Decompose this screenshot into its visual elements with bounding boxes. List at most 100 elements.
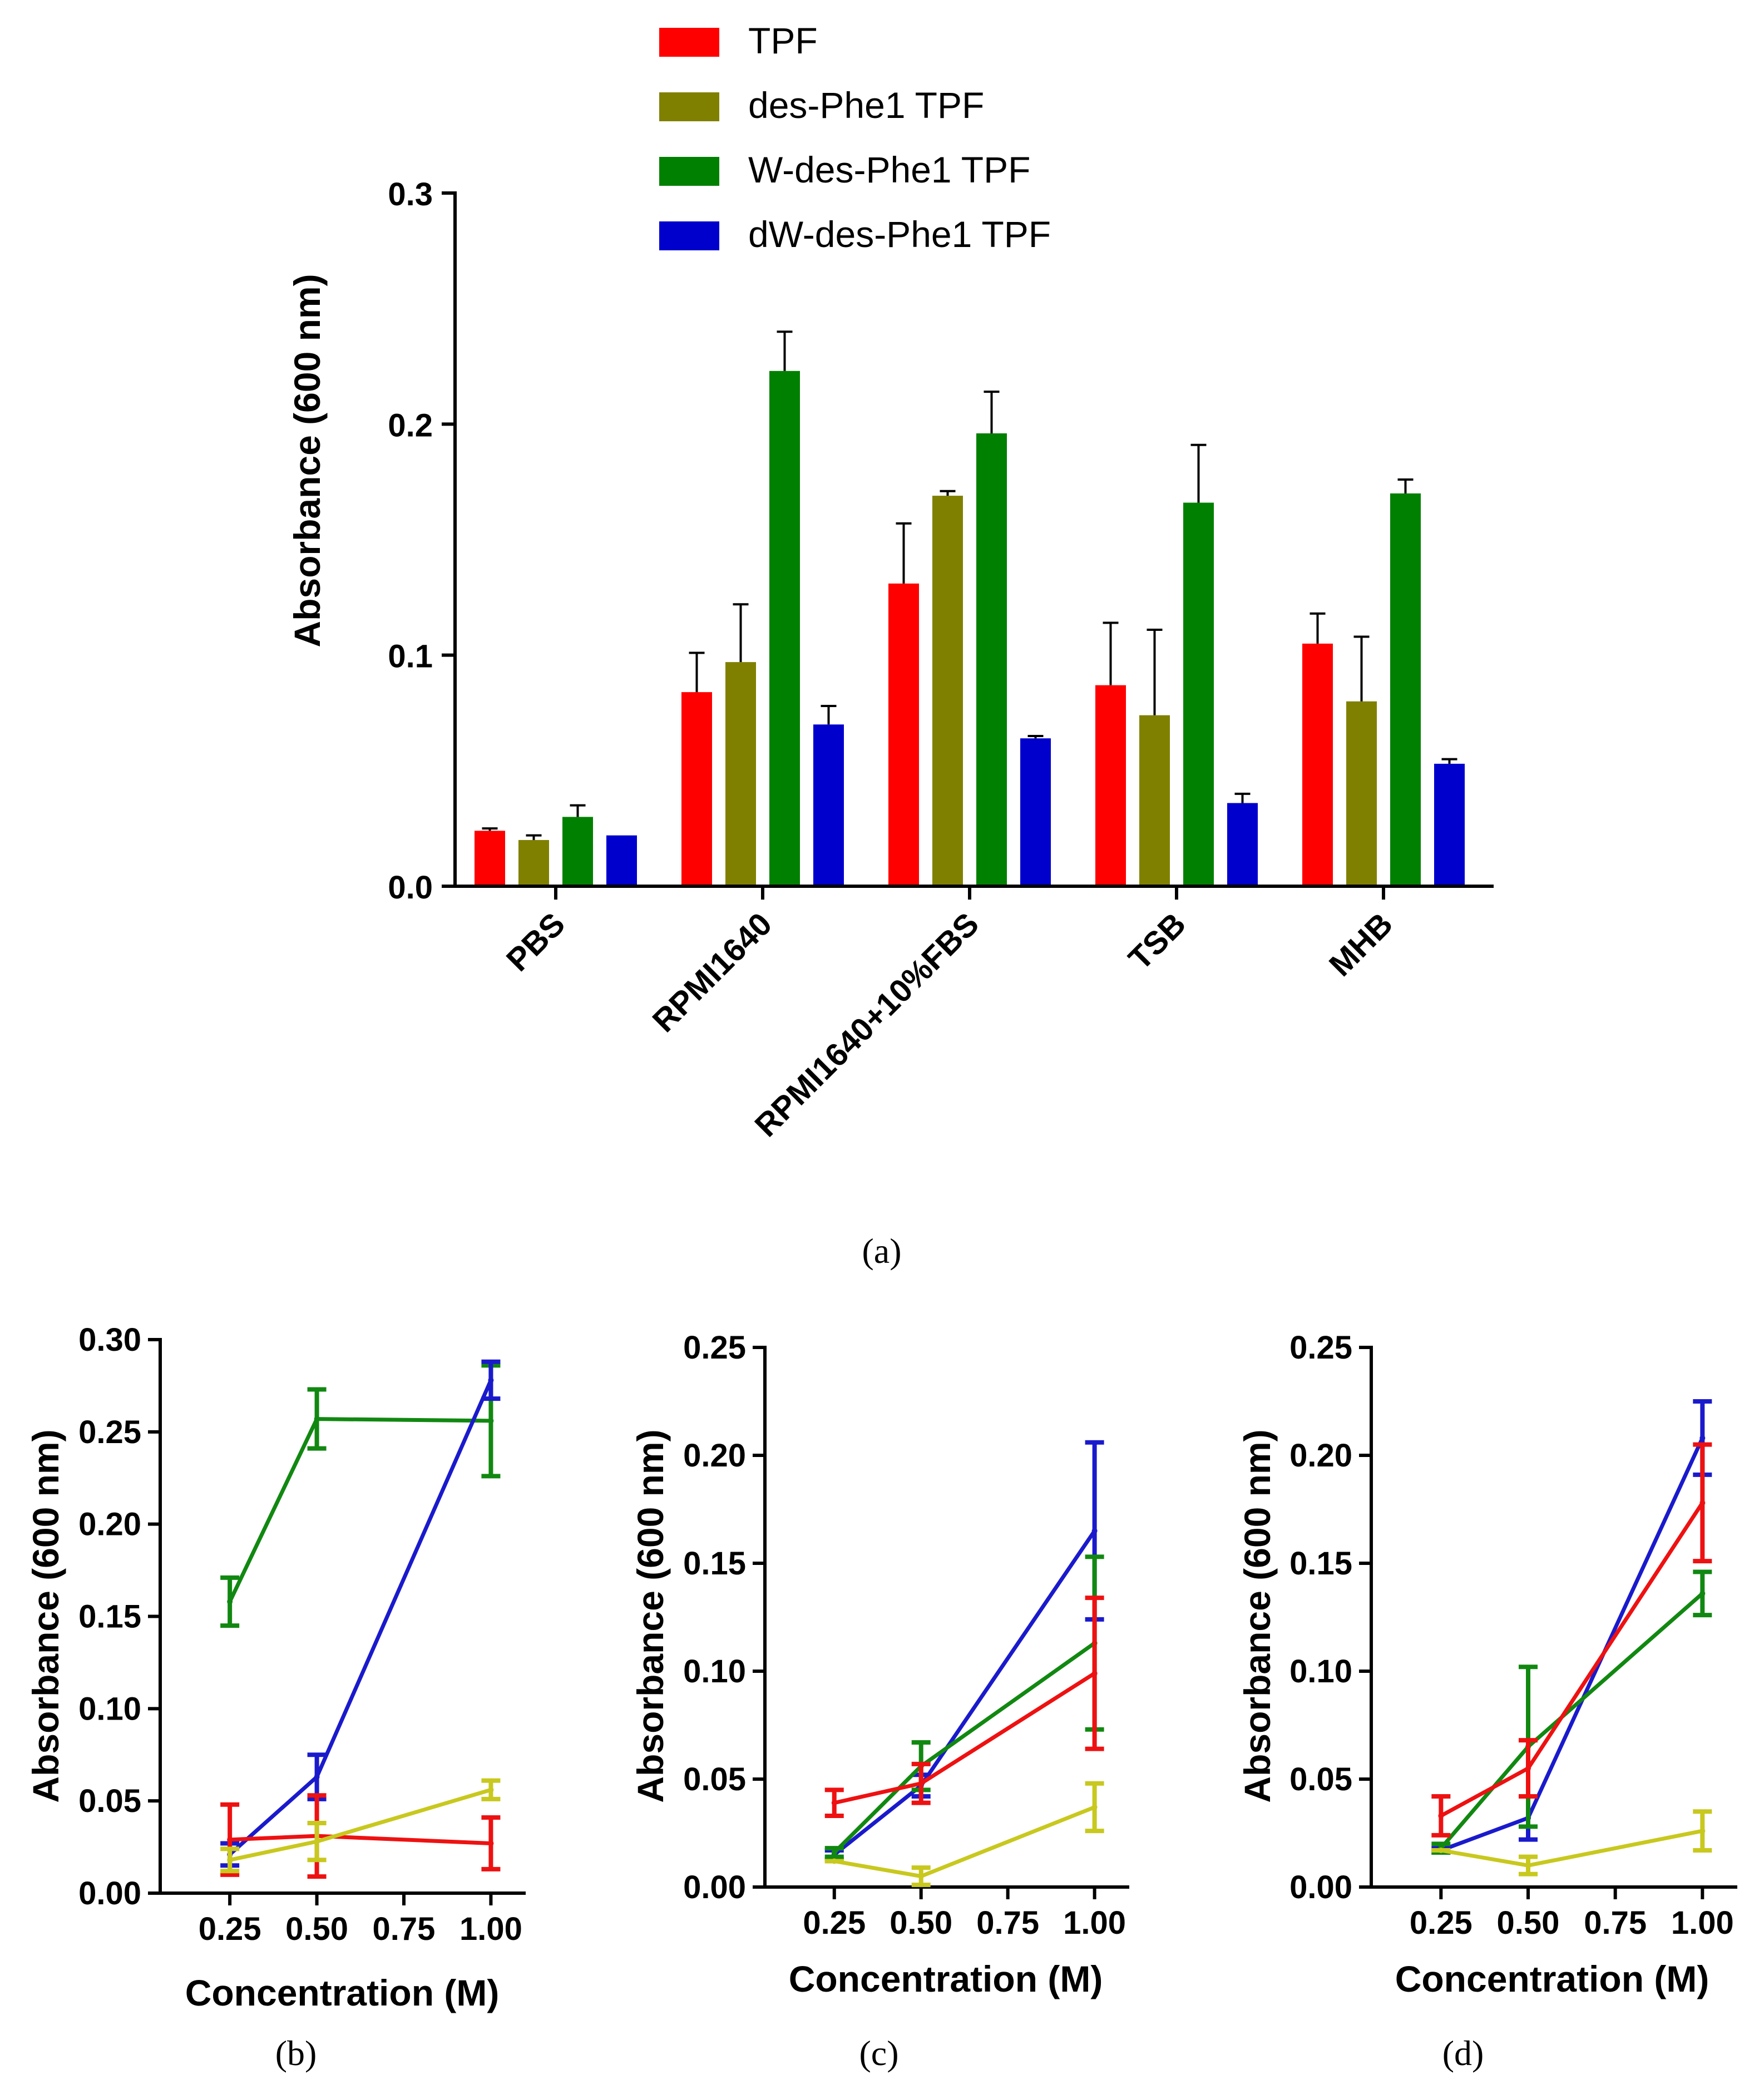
bar-tpf-mhb <box>1302 643 1333 886</box>
data-point-blue-1 <box>1699 1435 1706 1441</box>
x-tick-label-mhb: MHB <box>1322 906 1400 983</box>
data-point-green-0.25 <box>831 1849 837 1855</box>
series-line-green <box>228 1417 491 1603</box>
legend-label-w-des-phe1-tpf: W-des-Phe1 TPF <box>748 149 1030 190</box>
data-point-yellow-1 <box>1091 1804 1098 1810</box>
data-point-red-1 <box>488 1840 494 1846</box>
bar-dw-des-phe1-tpf-tsb <box>1227 803 1258 886</box>
data-point-green-1 <box>1699 1591 1706 1597</box>
caption-a: (a) <box>862 1231 901 1271</box>
y-tick-label: 0.20 <box>78 1507 141 1543</box>
y-tick-label: 0.10 <box>683 1653 746 1690</box>
x-tick-label: 0.75 <box>976 1905 1039 1941</box>
data-point-red-0.25 <box>227 1836 233 1843</box>
series-line-red <box>229 1834 491 1845</box>
data-point-red-0.5 <box>1525 1765 1531 1771</box>
bars <box>475 330 1465 886</box>
legend-swatch-tpf <box>659 28 719 57</box>
legend-label-des-phe1-tpf: des-Phe1 TPF <box>748 85 984 126</box>
y-tick-label: 0.10 <box>78 1691 141 1727</box>
data-point-red-0.5 <box>918 1780 924 1786</box>
data-point-green-0.25 <box>227 1598 233 1604</box>
x-tick-label: 0.25 <box>199 1911 261 1947</box>
bar-dw-des-phe1-tpf-rpmi1640-10-fbs <box>1020 738 1051 886</box>
data-point-yellow-0.25 <box>831 1858 837 1864</box>
y-tick-label: 0.15 <box>1289 1545 1352 1582</box>
y-tick-label: 0.25 <box>683 1330 746 1366</box>
data-point-green-0.5 <box>314 1416 320 1422</box>
y-tick-label: 0.10 <box>1289 1653 1352 1690</box>
bar-dw-des-phe1-tpf-mhb <box>1434 763 1465 886</box>
y-tick-label: 0.2 <box>388 407 433 443</box>
y-tick-label: 0.15 <box>683 1545 746 1582</box>
y-tick-label: 0.20 <box>1289 1438 1352 1474</box>
x-tick-label-pbs: PBS <box>500 906 572 978</box>
bar-des-phe1-tpf-tsb <box>1139 715 1170 886</box>
bar-w-des-phe1-tpf-mhb <box>1390 493 1421 886</box>
y-tick-label: 0.3 <box>388 176 433 213</box>
data-point-blue-0.5 <box>314 1774 320 1780</box>
data-point-red-0.25 <box>831 1800 837 1806</box>
y-tick-label: 0.05 <box>78 1783 141 1819</box>
y-tick-label: 0.00 <box>683 1869 746 1905</box>
bar-tpf-rpmi1640 <box>681 692 712 886</box>
data-point-yellow-0.5 <box>1525 1863 1531 1869</box>
bar-w-des-phe1-tpf-pbs <box>562 817 593 886</box>
y-tick-label: 0.20 <box>683 1438 746 1474</box>
data-point-blue-1 <box>1091 1528 1098 1534</box>
series-line-red <box>833 1671 1096 1805</box>
legend-label-dw-des-phe1-tpf: dW-des-Phe1 TPF <box>748 214 1051 255</box>
y-tick-label: 0.05 <box>1289 1761 1352 1797</box>
data-point-yellow-1 <box>488 1787 494 1793</box>
y-axis-label: Absorbance (600 nm) <box>630 1429 671 1802</box>
data-point-blue-1 <box>488 1377 494 1383</box>
series-line-yellow <box>834 1805 1095 1879</box>
bar-des-phe1-tpf-mhb <box>1346 701 1377 886</box>
legend-swatch-des-phe1-tpf <box>659 92 719 121</box>
x-tick-label: 1.00 <box>1063 1905 1126 1941</box>
data-point-yellow-0.25 <box>227 1857 233 1863</box>
data-point-red-1 <box>1091 1670 1098 1676</box>
data-point-yellow-0.5 <box>918 1873 924 1879</box>
x-tick-label: 1.00 <box>1671 1905 1734 1941</box>
x-tick-label-rpmi1640-10-fbs: RPMI1640+10%FBS <box>748 906 986 1144</box>
x-tick-label-rpmi1640: RPMI1640 <box>645 906 779 1039</box>
caption-c: (c) <box>859 2033 898 2073</box>
x-tick-label: 0.75 <box>373 1911 436 1947</box>
y-tick-label: 0.30 <box>78 1322 141 1358</box>
x-tick-label: 0.50 <box>285 1911 348 1947</box>
x-tick-label: 0.50 <box>890 1905 952 1941</box>
data-point-yellow-0.25 <box>1438 1848 1444 1854</box>
y-tick-label: 0.0 <box>388 870 433 906</box>
legend-swatch-dw-des-phe1-tpf <box>659 221 719 250</box>
y-tick-label: 0.00 <box>1289 1869 1352 1905</box>
y-tick-label: 0.1 <box>388 639 433 675</box>
x-tick-label: 0.75 <box>1584 1905 1647 1941</box>
panel-d-line-chart: 0.00 0.05 0.10 0.15 0.20 0.25 0.25 0.50 0.75 1.00… <box>1237 1330 1737 2073</box>
bar-w-des-phe1-tpf-rpmi1640 <box>769 371 800 886</box>
caption-d: (d) <box>1442 2033 1484 2073</box>
series-line-blue <box>833 1529 1096 1856</box>
x-axis-label: Concentration (M) <box>185 1972 500 2013</box>
bar-w-des-phe1-tpf-rpmi1640-10-fbs <box>976 433 1007 886</box>
data-point-red-1 <box>1699 1500 1706 1506</box>
caption-b: (b) <box>275 2033 317 2073</box>
bar-des-phe1-tpf-pbs <box>518 839 549 886</box>
x-axis-label: Concentration (M) <box>789 1958 1103 1999</box>
panel-c-line-chart: 0.00 0.05 0.10 0.15 0.20 0.25 0.25 0.50 0.75 1.00… <box>630 1330 1129 2073</box>
plot-area: 0.00 0.05 0.10 0.15 0.20 0.25 0.30 0.25 0.50 0.75… <box>78 1322 526 1947</box>
panel-a-bar-chart: TPF des-Phe1 TPF W-des-Phe1 TPF dW-des-Phe1… <box>286 20 1494 1271</box>
bar-tpf-rpmi1640-10-fbs <box>888 583 919 886</box>
data-point-green-1 <box>488 1418 494 1424</box>
data-point-yellow-1 <box>1699 1828 1706 1834</box>
y-tick-label: 0.15 <box>78 1599 141 1635</box>
bar-dw-des-phe1-tpf-pbs <box>606 835 637 886</box>
plot-area: 0.00 0.05 0.10 0.15 0.20 0.25 0.25 0.50 0.75 1.00 <box>1289 1330 1737 1941</box>
x-tick-label: 1.00 <box>459 1911 522 1947</box>
bar-tpf-pbs <box>475 831 505 886</box>
bar-des-phe1-tpf-rpmi1640 <box>725 662 756 886</box>
x-tick-label: 0.25 <box>1410 1905 1473 1941</box>
panel-b-line-chart: 0.00 0.05 0.10 0.15 0.20 0.25 0.30 0.25 0.50 0.75… <box>25 1322 526 2073</box>
legend-swatch-w-des-phe1-tpf <box>659 157 719 186</box>
